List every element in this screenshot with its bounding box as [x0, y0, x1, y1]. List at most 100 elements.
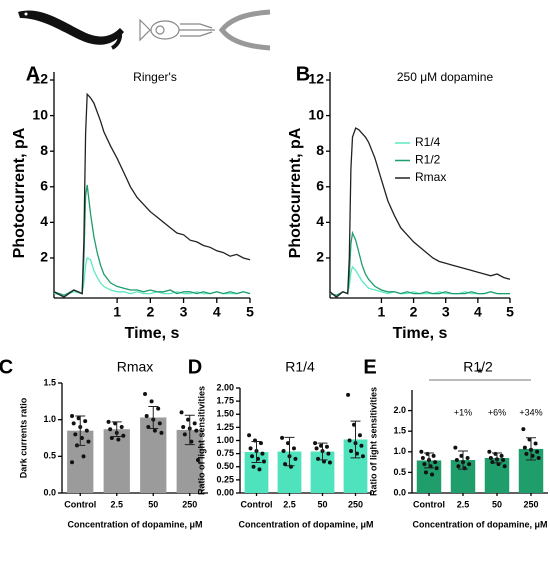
y-tick-label: 0.0	[43, 487, 56, 497]
data-point	[149, 399, 154, 404]
data-point	[535, 449, 540, 454]
x-tick-label: 5	[506, 304, 514, 320]
data-point	[321, 459, 326, 464]
data-point	[499, 453, 504, 458]
y-tick-label: 4	[40, 213, 48, 229]
x-tick-label: 2.5	[110, 499, 123, 509]
data-point	[86, 439, 91, 444]
y-tick-label: 1.0	[43, 414, 56, 424]
y-tick-label: 2.0	[393, 405, 406, 415]
data-point	[467, 462, 472, 467]
error-bar	[317, 442, 328, 461]
y-axis-label: Ratio of light sensitivities	[368, 387, 378, 496]
data-point	[181, 425, 186, 429]
y-axis-label: Photocurrent, pA	[287, 127, 304, 258]
y-tick-label: 1.50	[216, 409, 234, 419]
data-point	[71, 421, 76, 426]
data-point	[459, 453, 464, 458]
y-axis-label: Photocurrent, pA	[11, 127, 28, 258]
x-tick-label: 50	[317, 499, 327, 509]
data-point	[490, 460, 495, 465]
y-tick-label: 0.5	[43, 451, 56, 461]
data-point	[502, 464, 507, 469]
data-point	[420, 455, 425, 460]
data-point	[119, 425, 124, 429]
x-tick-label: 3	[442, 304, 450, 320]
error-bar	[350, 420, 361, 459]
data-point	[73, 432, 78, 437]
data-point	[194, 428, 199, 433]
annotation: +6%	[488, 407, 506, 417]
data-point	[143, 392, 148, 396]
y-tick-label: 1.0	[393, 446, 406, 456]
data-point	[251, 464, 256, 469]
y-tick-label: 2.00	[216, 382, 234, 392]
y-tick-label: 0.75	[216, 448, 234, 458]
x-tick-label: 2.5	[457, 499, 470, 509]
data-point	[84, 428, 89, 433]
y-axis-label: Ratio of light sensitivities	[196, 386, 206, 495]
data-point	[360, 454, 365, 459]
annotation: +1%	[454, 407, 472, 417]
panel-title: R1/2	[463, 359, 493, 375]
data-point	[314, 446, 319, 451]
x-tick-label: 4	[213, 304, 221, 320]
x-axis-label: Concentration of dopamine, μM	[412, 519, 547, 529]
error-bar	[184, 414, 195, 446]
x-tick-label: 50	[492, 499, 502, 509]
y-tick-label: 10	[308, 106, 324, 122]
data-point	[152, 428, 157, 433]
leech-icon	[18, 10, 124, 50]
data-point	[159, 430, 164, 435]
x-axis-label: Concentration of dopamine, μM	[238, 519, 373, 529]
data-point	[524, 451, 529, 456]
x-tick-label: 250	[523, 499, 538, 509]
trace	[329, 127, 511, 298]
data-point	[261, 459, 266, 464]
error-bar	[526, 437, 536, 461]
trace	[329, 265, 510, 296]
x-tick-label: 3	[180, 304, 188, 320]
data-point	[70, 414, 75, 418]
panel-title: R1/4	[285, 359, 315, 375]
data-point	[326, 451, 331, 456]
data-point	[280, 435, 285, 440]
y-tick-label: 8	[316, 142, 324, 158]
data-point	[359, 443, 364, 448]
panel-letter: A	[26, 63, 40, 85]
bar	[343, 439, 368, 493]
error-bar	[148, 405, 159, 429]
data-point	[357, 433, 362, 438]
data-point	[247, 433, 252, 438]
y-tick-label: 0.0	[393, 487, 406, 497]
y-tick-label: 2	[40, 249, 48, 265]
y-axis-label: Dark currents ratio	[18, 397, 28, 478]
panel-letter: B	[296, 63, 310, 85]
panel-letter: D	[188, 356, 202, 378]
data-point	[293, 456, 298, 461]
error-bar	[492, 452, 502, 464]
data-point	[121, 433, 126, 438]
y-tick-label: 0.00	[216, 487, 234, 497]
data-point	[465, 455, 470, 460]
data-point	[157, 421, 162, 426]
data-point	[116, 437, 121, 442]
x-tick-label: 2.5	[283, 499, 296, 509]
data-point	[346, 392, 351, 397]
data-point	[144, 414, 149, 418]
y-tick-label: 0.25	[216, 474, 234, 484]
data-point	[189, 439, 194, 444]
y-tick-label: 12	[32, 71, 48, 87]
data-point	[428, 464, 433, 469]
x-tick-label: 1	[113, 304, 121, 320]
trace	[329, 230, 510, 296]
data-point	[530, 453, 535, 458]
data-point	[258, 441, 263, 446]
error-bar	[75, 415, 86, 446]
x-tick-label: Control	[413, 499, 445, 509]
data-point	[431, 453, 436, 458]
data-point	[260, 451, 265, 456]
data-point	[327, 460, 332, 465]
data-point	[182, 432, 187, 437]
x-tick-label: 5	[246, 304, 254, 320]
